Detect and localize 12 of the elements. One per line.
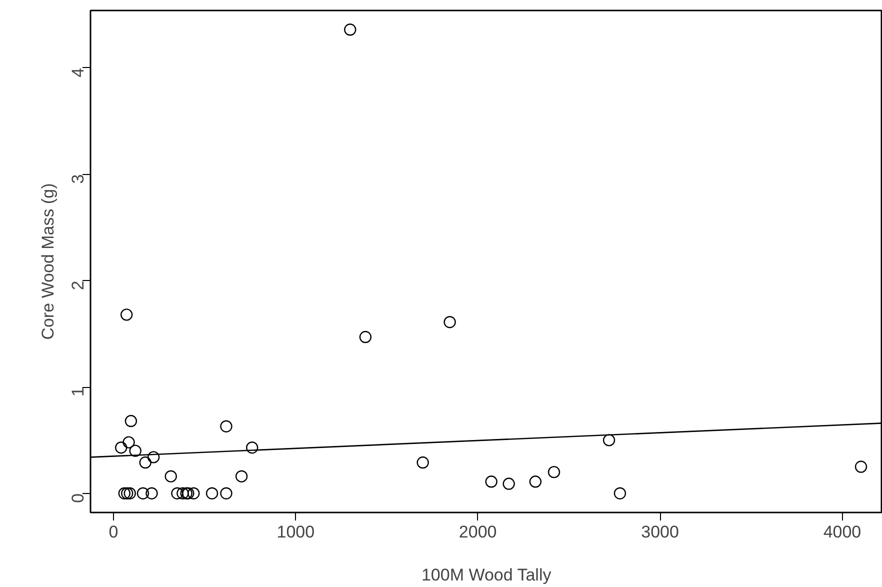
x-tick-label: 3000 [641, 522, 679, 542]
y-axis-title: Core Wood Mass (g) [38, 183, 58, 340]
x-tick-label: 1000 [276, 522, 315, 542]
y-tick-label: 1 [68, 386, 88, 396]
y-tick-label: 2 [68, 280, 88, 290]
y-tick-label: 0 [68, 493, 88, 503]
y-tick-label: 4 [68, 68, 88, 78]
x-axis-title: 100M Wood Tally [421, 566, 552, 584]
y-tick-label: 3 [68, 174, 88, 184]
x-tick-label: 4000 [823, 522, 862, 542]
x-tick-label: 2000 [458, 522, 497, 542]
x-tick-label: 0 [108, 522, 118, 542]
